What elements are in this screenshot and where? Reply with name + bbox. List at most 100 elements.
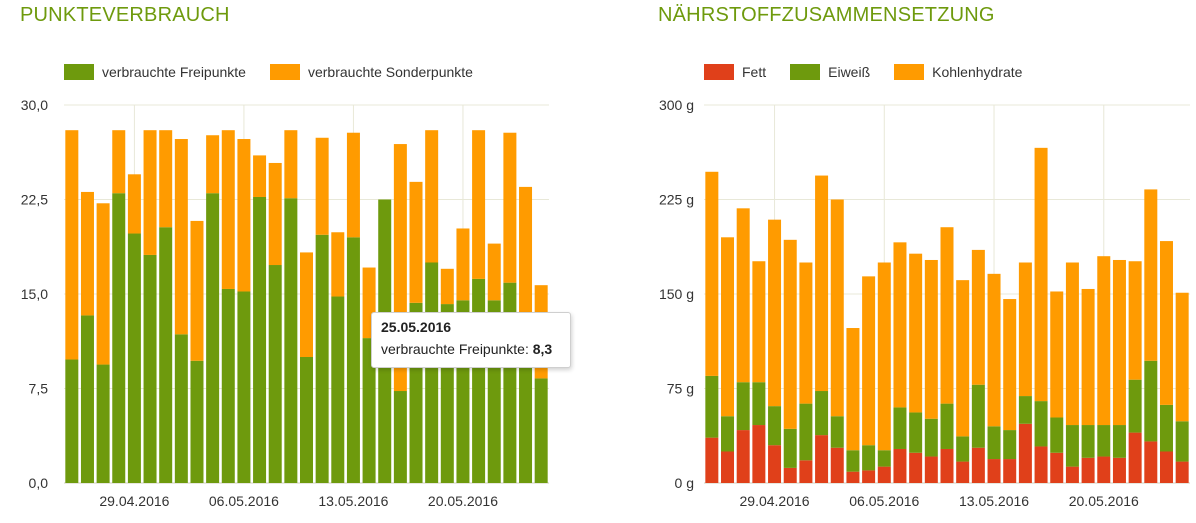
bar-segment <box>1065 425 1079 467</box>
bar-segment <box>1081 425 1095 458</box>
bar-segment <box>346 237 360 483</box>
bar-segment <box>284 130 298 199</box>
naehrstoff-panel: NÄHRSTOFFZUSAMMENSETZUNG Fett Eiweiß Koh… <box>640 0 1196 523</box>
bar-segment <box>783 428 797 468</box>
bar-segment <box>736 430 750 483</box>
bar-segment <box>768 445 782 483</box>
bar-segment <box>425 130 439 263</box>
x-tick-label: 20.05.2016 <box>428 493 498 509</box>
bar-segment <box>799 460 813 483</box>
bar-segment <box>893 407 907 449</box>
x-tick-label: 13.05.2016 <box>318 493 388 509</box>
bar-segment <box>1034 446 1048 483</box>
bar-segment <box>956 461 970 483</box>
bar-segment <box>1003 459 1017 483</box>
naehrstoff-chart: 0 g 75 g 150 g 225 g 300 g 29.04.2016 06.05.20… <box>659 97 1190 509</box>
bar-segment <box>1175 292 1189 422</box>
x-tick-label: 13.05.2016 <box>959 493 1029 509</box>
bar-segment <box>96 203 110 365</box>
bar-segment <box>940 403 954 449</box>
tooltip-label: verbrauchte Freipunkte: <box>381 341 529 357</box>
legend-swatch <box>64 64 94 80</box>
legend-swatch <box>894 64 925 80</box>
legend-item-sonderpunkte[interactable]: verbrauchte Sonderpunkte <box>269 64 473 80</box>
bar-segment <box>440 268 454 305</box>
legend-label: verbrauchte Sonderpunkte <box>307 64 473 80</box>
bar-segment <box>1034 147 1048 402</box>
bar-segment <box>1144 189 1158 361</box>
bar-segment <box>940 448 954 483</box>
legend-label: Eiweiß <box>828 64 871 80</box>
legend-swatch <box>790 64 821 80</box>
bar-segment <box>190 220 204 361</box>
bar-segment <box>1018 396 1032 424</box>
y-tick-label: 0,0 <box>29 475 49 491</box>
x-tick-label: 06.05.2016 <box>849 493 919 509</box>
bar-segment <box>705 375 719 438</box>
x-tick-label: 29.04.2016 <box>99 493 169 509</box>
bar-segment <box>1081 457 1095 483</box>
bar-segment <box>862 470 876 483</box>
chart-tooltip: 25.05.2016 verbrauchte Freipunkte: 8,3 <box>371 312 571 368</box>
bar-segment <box>971 384 985 448</box>
bar-segment <box>206 135 220 194</box>
bar-segment <box>862 445 876 471</box>
punkteverbrauch-chart: 0,0 7,5 15,0 22,5 30,0 29.04.2016 06.05.2016 13… <box>21 97 549 509</box>
bar-segment <box>752 425 766 483</box>
chart-title: PUNKTEVERBRAUCH <box>20 4 230 26</box>
bar-segment <box>721 237 735 417</box>
bar-segment <box>893 448 907 483</box>
bar-segment <box>815 175 829 392</box>
bar-segment <box>830 416 844 448</box>
bar-segment <box>519 186 533 330</box>
bar-segment <box>409 181 423 303</box>
bar-segment <box>127 174 141 234</box>
bar-segment <box>1159 241 1173 405</box>
bar-segment <box>924 418 938 457</box>
bar-segment <box>752 261 766 383</box>
bar-segment <box>1018 262 1032 397</box>
legend: verbrauchte Freipunkte verbrauchte Sonde… <box>64 64 473 80</box>
bar-segment <box>1034 401 1048 447</box>
bar-segment <box>206 193 220 483</box>
bar-segment <box>315 234 329 483</box>
bar-segment <box>1003 430 1017 460</box>
chart-title: NÄHRSTOFFZUSAMMENSETZUNG <box>658 4 995 26</box>
bar-segment <box>1050 452 1064 483</box>
bar-segment <box>1065 466 1079 483</box>
legend-label: Kohlenhydrate <box>932 64 1023 80</box>
legend: Fett Eiweiß Kohlenhydrate <box>704 64 1022 80</box>
bar-segment <box>268 162 282 266</box>
bar-segment <box>783 467 797 483</box>
bar-segment <box>315 137 329 235</box>
bar-segment <box>940 227 954 404</box>
bar-segment <box>1050 291 1064 418</box>
bar-segment <box>705 437 719 483</box>
y-tick-label: 22,5 <box>21 192 48 208</box>
bar-segment <box>924 456 938 483</box>
bar-segment <box>736 382 750 431</box>
tooltip-date: 25.05.2016 <box>381 319 452 335</box>
bar-segment <box>1128 432 1142 483</box>
bar-segment <box>174 334 188 483</box>
bar-segment <box>65 359 79 483</box>
legend-item-fett[interactable]: Fett <box>704 64 766 80</box>
bar-segment <box>1112 425 1126 458</box>
x-tick-label: 20.05.2016 <box>1069 493 1139 509</box>
bar-segment <box>909 452 923 483</box>
bar-segment <box>783 239 797 429</box>
bar-segment <box>909 412 923 453</box>
x-tick-label: 06.05.2016 <box>209 493 279 509</box>
bar-segment <box>971 249 985 385</box>
bar-segment <box>799 403 813 461</box>
legend-item-eiweiss[interactable]: Eiweiß <box>790 64 870 80</box>
bar-segment <box>956 280 970 437</box>
legend-item-kohlenhydrate[interactable]: Kohlenhydrate <box>894 64 1022 80</box>
bar-segment <box>253 196 267 484</box>
bar-segment <box>1018 423 1032 483</box>
bar-segment <box>237 291 251 483</box>
legend-item-freipunkte[interactable]: verbrauchte Freipunkte <box>64 64 246 80</box>
bar-segment <box>987 273 1001 427</box>
bar-segment <box>331 232 345 297</box>
bar-segment <box>346 132 360 238</box>
